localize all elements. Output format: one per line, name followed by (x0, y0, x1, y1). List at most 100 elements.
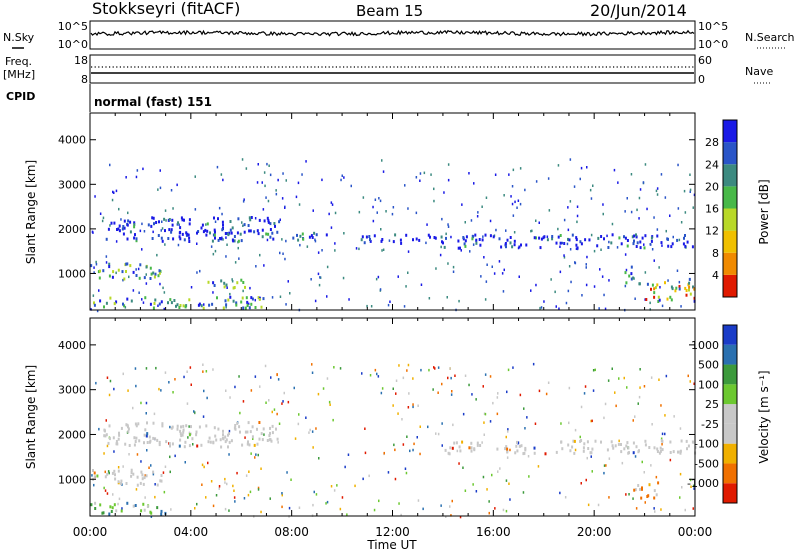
data-cell (518, 245, 521, 249)
data-cell (250, 216, 253, 219)
data-cell (243, 230, 246, 234)
scatter-cell (334, 211, 337, 215)
scatter-cell (236, 471, 238, 475)
data-cell (154, 272, 157, 276)
scatter-cell (447, 223, 449, 226)
scatter-cell (495, 228, 497, 232)
scatter-cell (603, 464, 606, 467)
nsky-label: N.Sky (3, 31, 35, 44)
data-cell (669, 451, 672, 454)
scatter-cell (282, 172, 284, 175)
scatter-cell (115, 271, 117, 275)
data-cell (107, 441, 110, 445)
data-cell (90, 503, 93, 507)
scatter-cell (104, 489, 107, 492)
scatter-cell (547, 177, 550, 180)
data-cell (453, 441, 456, 445)
colorbar-tick-label: 4 (712, 269, 719, 282)
data-cell (664, 281, 666, 285)
scatter-cell (506, 456, 509, 459)
scatter-cell (471, 393, 473, 396)
nsearch-label: N.Search (745, 31, 795, 44)
data-cell (563, 242, 566, 245)
scatter-cell (415, 211, 418, 215)
data-cell (156, 506, 159, 510)
scatter-cell (317, 251, 320, 254)
data-cell (229, 295, 232, 299)
scatter-cell (575, 247, 578, 250)
data-cell (630, 265, 633, 269)
scatter-cell (378, 499, 380, 503)
data-cell (195, 433, 198, 437)
scatter-cell (295, 195, 298, 199)
data-cell (200, 304, 203, 308)
scatter-cell (452, 270, 455, 273)
scatter-cell (314, 239, 317, 243)
data-cell (128, 444, 131, 447)
scatter-cell (286, 471, 288, 474)
scatter-cell (661, 244, 663, 247)
scatter-cell (128, 275, 130, 279)
scatter-cell (519, 167, 522, 170)
scatter-cell (370, 305, 373, 308)
scatter-cell (117, 466, 120, 469)
scatter-cell (590, 419, 592, 423)
data-cell (405, 233, 408, 237)
scatter-cell (451, 390, 453, 393)
scatter-cell (569, 158, 572, 161)
colorbar-tick-label: 28 (705, 136, 719, 149)
scatter-cell (401, 418, 403, 421)
scatter-cell (531, 229, 533, 233)
data-cell (258, 421, 261, 424)
data-cell (134, 233, 136, 237)
data-cell (509, 236, 512, 239)
scatter-cell (659, 286, 661, 289)
data-cell (660, 241, 663, 245)
scatter-cell (391, 212, 394, 216)
scatter-cell (309, 428, 311, 432)
data-cell (299, 234, 302, 238)
data-cell (515, 444, 518, 448)
data-cell (228, 440, 231, 444)
scatter-cell (608, 457, 611, 460)
scatter-cell (201, 483, 203, 486)
scatter-cell (482, 385, 484, 388)
scatter-cell (447, 376, 449, 380)
colorbar-tick-label: -100 (694, 438, 719, 451)
data-cell (325, 233, 328, 237)
data-cell (222, 429, 224, 433)
scatter-cell (441, 217, 443, 221)
data-cell (150, 511, 153, 515)
scatter-cell (481, 205, 483, 208)
data-cell (679, 451, 682, 455)
scatter-cell (605, 464, 607, 467)
data-cell (155, 221, 158, 224)
scatter-cell (664, 432, 666, 436)
data-cell (234, 427, 237, 431)
colorbar-tick-label: -1000 (687, 477, 719, 490)
scatter-cell (557, 164, 560, 167)
scatter-cell (665, 374, 668, 378)
data-cell (191, 437, 194, 441)
data-cell (115, 509, 118, 513)
data-cell (224, 232, 227, 235)
data-cell (135, 274, 138, 277)
data-cell (517, 441, 520, 445)
scatter-cell (348, 298, 350, 301)
scatter-cell (522, 491, 525, 494)
data-cell (610, 440, 613, 444)
data-cell (169, 298, 172, 302)
data-cell (258, 218, 261, 222)
scatter-cell (222, 178, 224, 182)
data-cell (470, 449, 473, 453)
data-cell (233, 286, 236, 289)
scatter-cell (646, 207, 648, 211)
data-cell (234, 424, 237, 427)
scatter-cell (241, 158, 244, 161)
scatter-cell (342, 276, 345, 280)
scatter-cell (212, 368, 214, 371)
scatter-cell (597, 503, 600, 507)
scatter-cell (279, 251, 281, 255)
scatter-cell (519, 202, 522, 206)
